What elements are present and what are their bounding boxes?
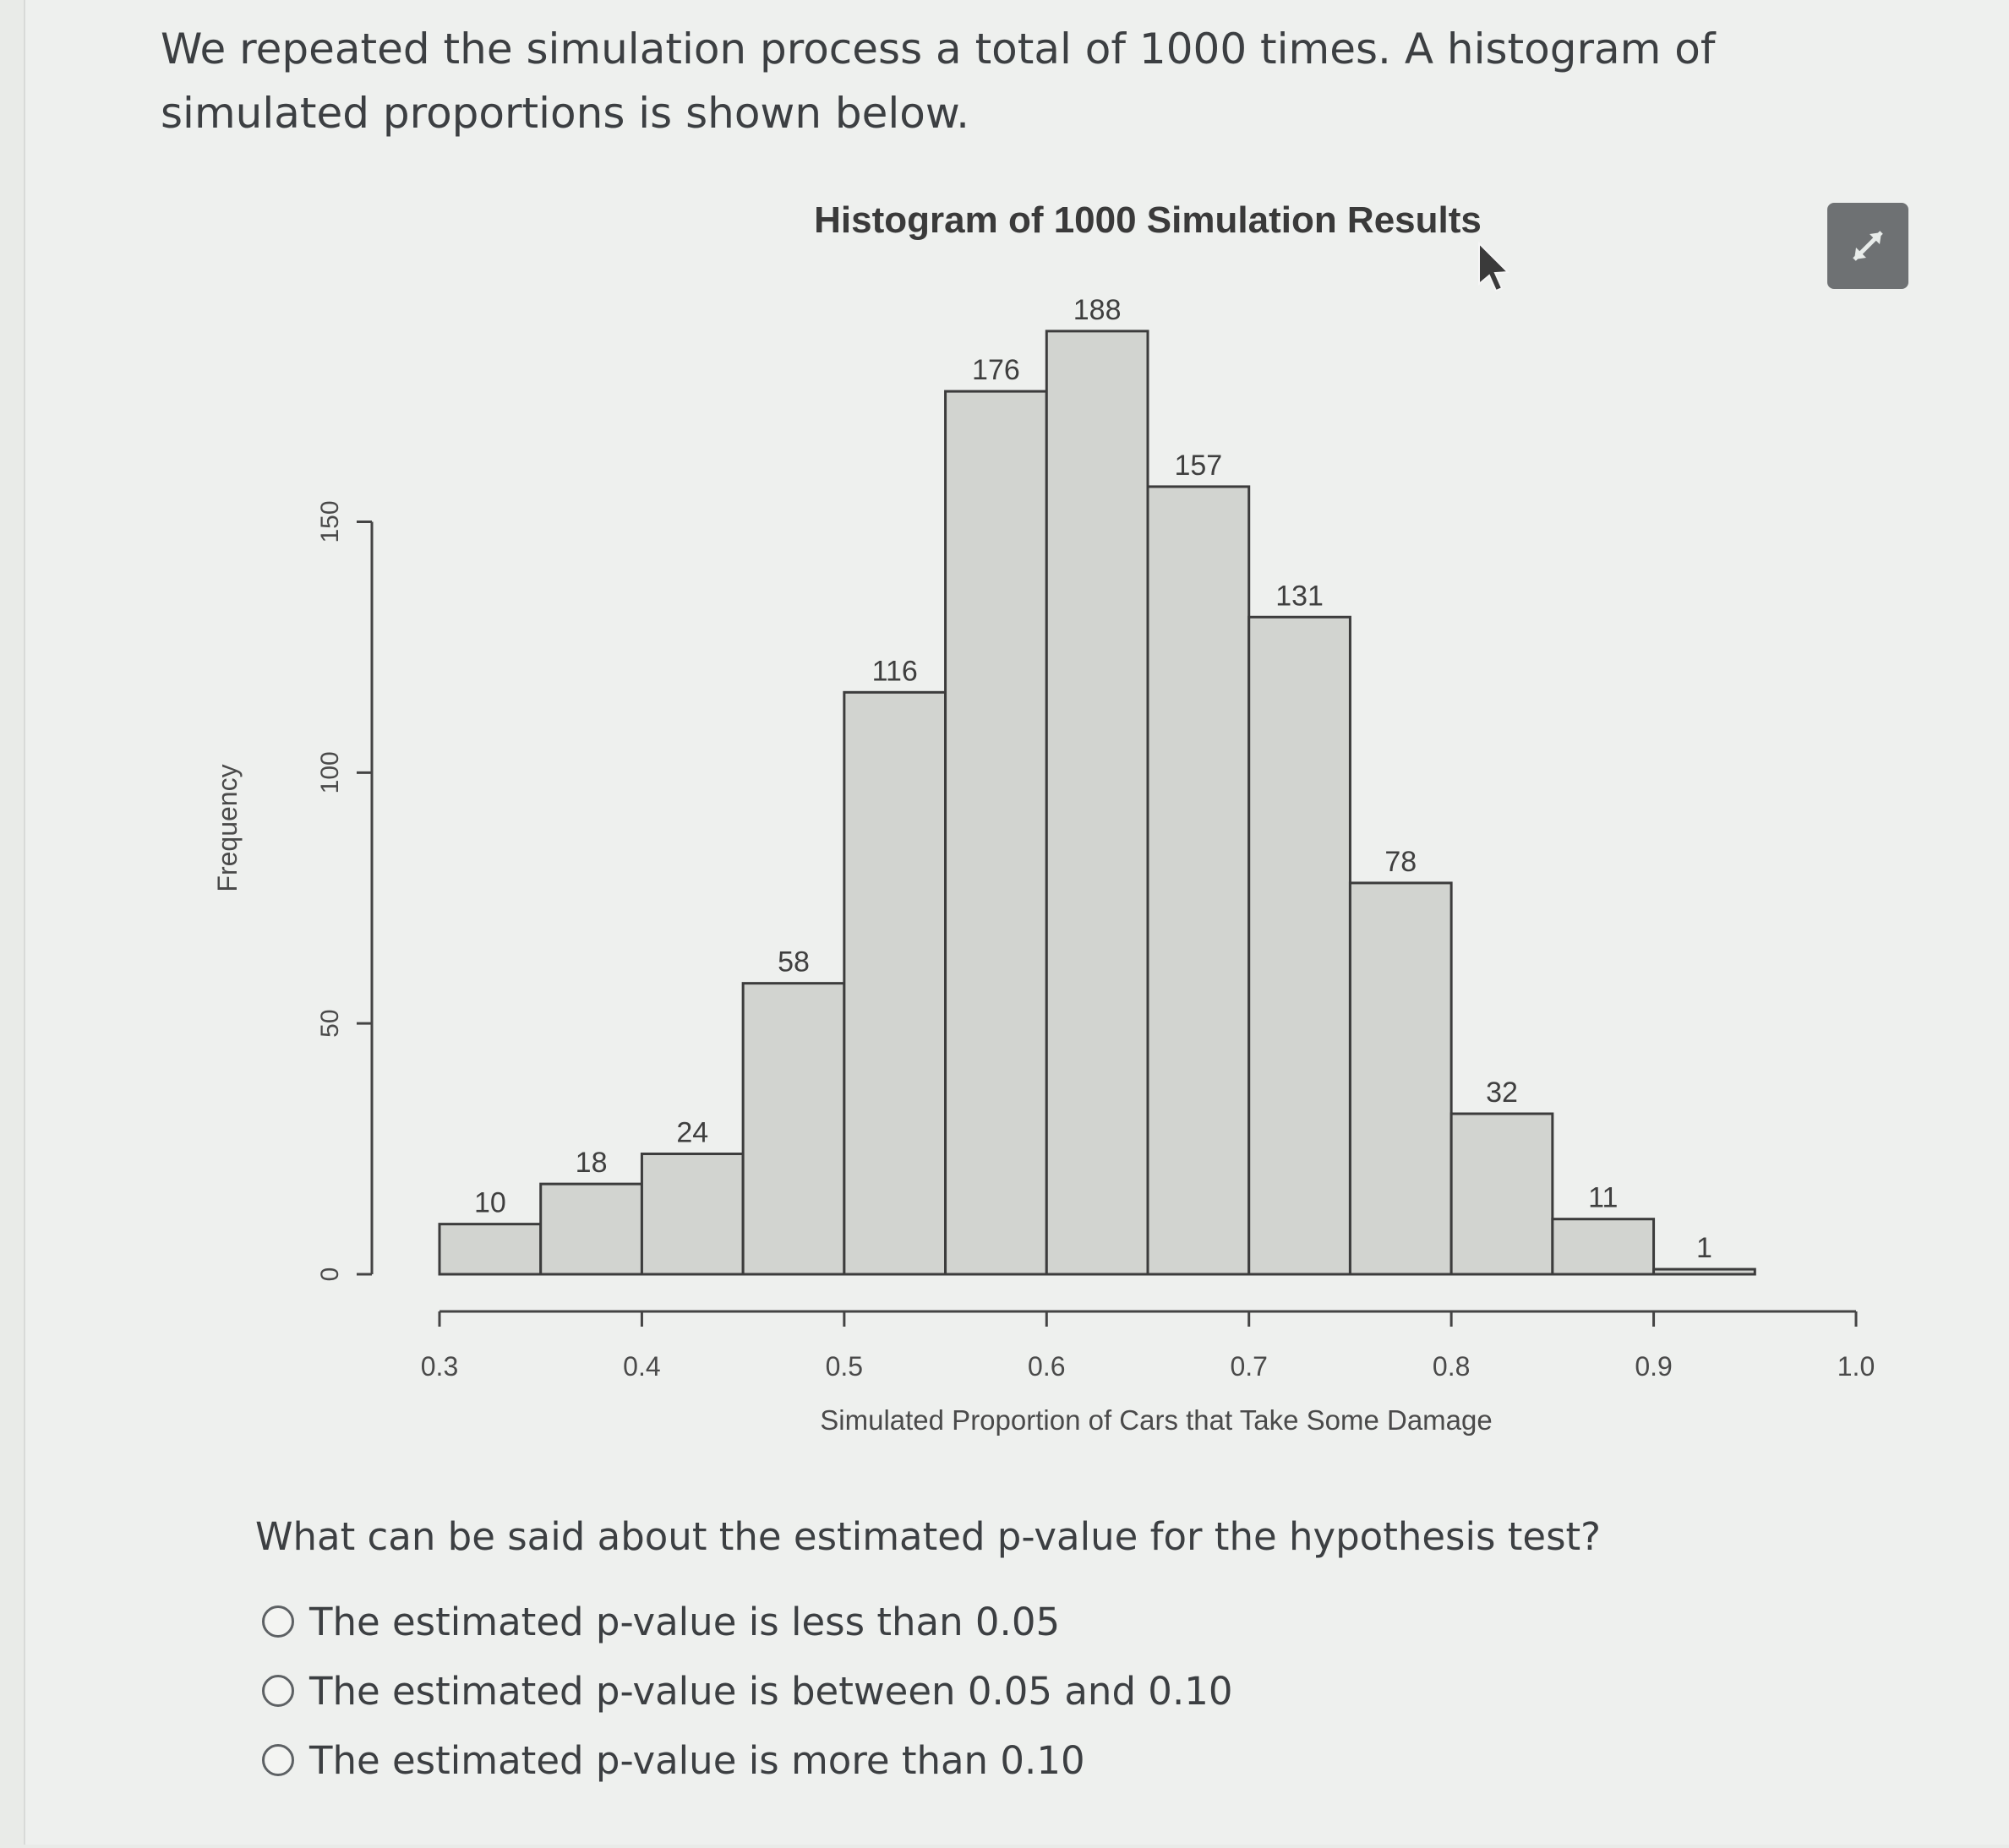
histogram-bar <box>944 390 1048 1276</box>
chart-title: Histogram of 1000 Simulation Results <box>814 199 1482 241</box>
x-axis-label: Simulated Proportion of Cars that Take S… <box>820 1404 1492 1436</box>
radio-button[interactable] <box>262 1605 294 1638</box>
bar-value-label: 58 <box>778 946 810 979</box>
bar-value-label: 116 <box>872 655 918 687</box>
histogram-bar <box>1449 1112 1554 1276</box>
histogram-bar <box>1045 330 1149 1276</box>
histogram-bar <box>640 1153 745 1276</box>
histogram-bar <box>1146 485 1251 1276</box>
y-tick-label: 100 <box>316 751 344 793</box>
x-tick-label: 1.0 <box>1837 1351 1875 1382</box>
histogram-bar <box>843 690 947 1276</box>
bar-value-label: 24 <box>676 1117 708 1149</box>
histogram-bar <box>1652 1267 1756 1276</box>
x-tick-label: 0.9 <box>1635 1351 1672 1382</box>
histogram-bar <box>1551 1218 1656 1276</box>
bar-value-label: 32 <box>1486 1077 1518 1109</box>
option-label: The estimated p-value is less than 0.05 <box>309 1599 1061 1644</box>
radio-button[interactable] <box>262 1675 294 1707</box>
expand-button[interactable] <box>1827 203 1908 289</box>
x-axis: 0.3 0.4 0.5 0.6 0.7 0.8 0.9 1.0 <box>421 1310 1875 1382</box>
x-tick-label: 0.8 <box>1433 1351 1470 1382</box>
question-prompt: What can be said about the estimated p-v… <box>255 1514 1602 1559</box>
x-tick-label: 0.4 <box>623 1351 660 1382</box>
option-label: The estimated p-value is between 0.05 an… <box>309 1668 1233 1714</box>
option-between-0-05-and-0-10[interactable]: The estimated p-value is between 0.05 an… <box>262 1656 1233 1725</box>
histogram-bar <box>1247 615 1351 1276</box>
bar-value-label: 1 <box>1696 1232 1712 1264</box>
bar-value-label: 11 <box>1588 1182 1618 1214</box>
expand-arrows-icon <box>1853 231 1883 261</box>
y-tick-label: 0 <box>316 1267 344 1282</box>
mouse-cursor-icon <box>1478 241 1510 292</box>
bar-value-label: 131 <box>1275 580 1324 612</box>
y-axis-label: Frequency <box>212 764 243 891</box>
histogram-bar <box>741 982 846 1276</box>
bar-value-label: 157 <box>1174 450 1222 482</box>
bar-value-label: 18 <box>576 1147 608 1179</box>
option-more-than-0-10[interactable]: The estimated p-value is more than 0.10 <box>262 1725 1233 1795</box>
x-tick-label: 0.6 <box>1028 1351 1065 1382</box>
histogram-bar <box>539 1182 643 1276</box>
bar-value-label: 176 <box>972 354 1020 386</box>
histogram-bar <box>1348 881 1453 1276</box>
x-tick-label: 0.7 <box>1230 1351 1267 1382</box>
histogram-bars <box>438 330 1756 1276</box>
y-tick-label: 150 <box>316 500 344 542</box>
option-less-than-0-05[interactable]: The estimated p-value is less than 0.05 <box>262 1587 1233 1656</box>
x-tick-label: 0.5 <box>826 1351 863 1382</box>
y-tick-label: 50 <box>316 1009 344 1037</box>
bar-value-label: 78 <box>1384 846 1417 878</box>
x-tick-label: 0.3 <box>421 1351 458 1382</box>
option-label: The estimated p-value is more than 0.10 <box>309 1737 1085 1783</box>
bar-value-label: 188 <box>1073 294 1122 326</box>
y-axis: 0 50 100 150 <box>316 500 374 1282</box>
histogram-bar <box>438 1223 543 1276</box>
radio-button[interactable] <box>262 1744 294 1776</box>
bar-value-label: 10 <box>474 1187 506 1219</box>
intro-text: We repeated the simulation process a tot… <box>161 25 1716 138</box>
answer-options: The estimated p-value is less than 0.05 … <box>262 1587 1233 1795</box>
